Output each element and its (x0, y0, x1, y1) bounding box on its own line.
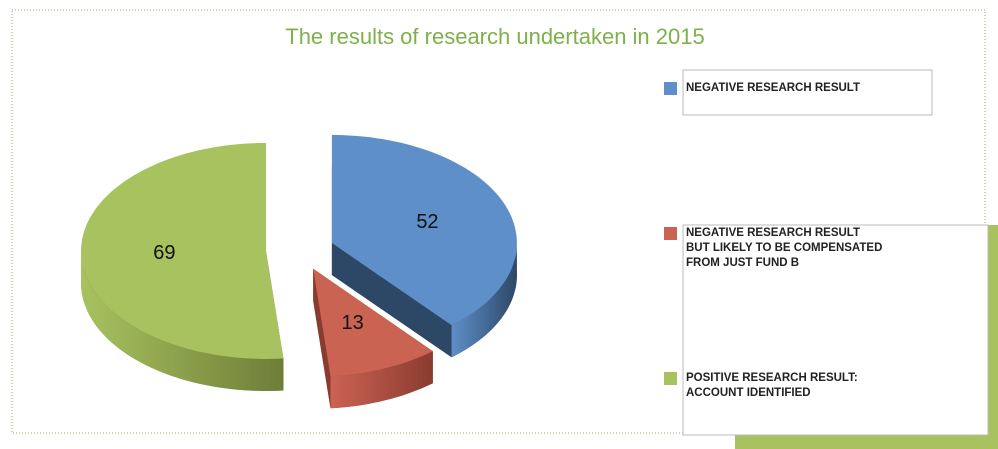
chart-title: The results of research undertaken in 20… (285, 24, 704, 49)
legend-label: NEGATIVE RESEARCH RESULT BUT LIKELY TO B… (686, 227, 883, 269)
data-label: 69 (153, 242, 175, 264)
slice-top (313, 268, 433, 377)
legend-frame (682, 69, 933, 116)
legend-swatch (664, 372, 677, 385)
data-label: 52 (416, 211, 438, 233)
slice-rim (451, 243, 517, 358)
slice-rim (81, 251, 284, 391)
slice-rim (330, 351, 433, 409)
pie-slice (81, 143, 284, 391)
pie: 52 69 13 (81, 135, 517, 409)
legend-swatch (664, 227, 677, 240)
legend-swatch (664, 82, 677, 95)
pie-slice (313, 268, 433, 409)
legend-label: NEGATIVE RESEARCH RESULT (686, 82, 861, 94)
legend-frame (682, 224, 989, 436)
slice-edge (313, 268, 331, 409)
legend-label: POSITIVE RESEARCH RESULT: ACCOUNT IDENTI… (686, 372, 858, 399)
slice-top (331, 135, 517, 326)
slice-edge (331, 243, 452, 358)
slice-top (81, 143, 284, 359)
data-label: 13 (342, 312, 364, 334)
pie-slice (331, 135, 517, 358)
